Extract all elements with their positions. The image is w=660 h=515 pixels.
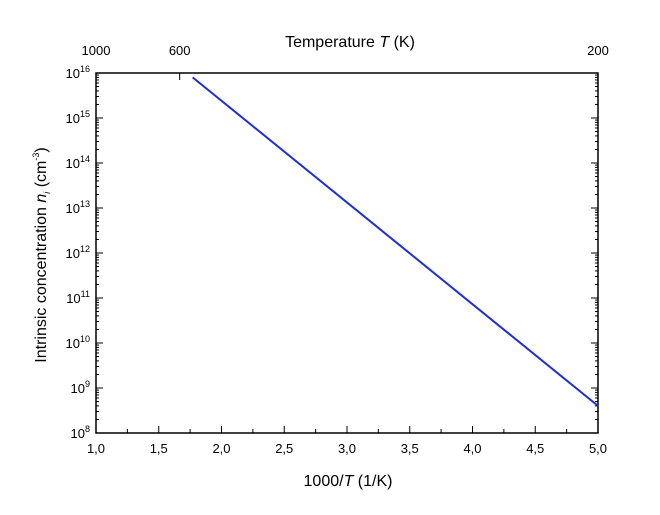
- top-axis-title: Temperature T (K): [285, 34, 415, 51]
- top-tick-label: 200: [587, 43, 609, 58]
- top-tick-label: 1000: [82, 43, 111, 58]
- x-tick-label: 2,0: [212, 441, 230, 456]
- y-tick-label: 1014: [66, 154, 90, 171]
- y-axis-title-unit: (cm: [33, 161, 50, 192]
- x-tick-label: 3,5: [401, 441, 419, 456]
- x-tick-label: 1,5: [150, 441, 168, 456]
- x-axis-title-var: T: [344, 473, 355, 490]
- top-axis-title-suffix: (K): [389, 34, 415, 51]
- y-tick-label: 1015: [66, 109, 90, 126]
- x-tick-label: 5,0: [589, 441, 607, 456]
- y-tick-label: 1012: [66, 244, 90, 261]
- series-layer: [192, 76, 599, 407]
- y-axis-title-var: n: [33, 194, 50, 203]
- plot-frame: [95, 72, 599, 434]
- x-tick-label: 3,0: [338, 441, 356, 456]
- y-tick-label: 1011: [66, 289, 90, 306]
- y-axis-title: Intrinsic concentration ni (cm-3): [31, 147, 52, 362]
- y-axis-title-sub: i: [42, 191, 52, 194]
- top-axis-title-prefix: Temperature: [285, 34, 379, 51]
- y-axis-title-exp: -3: [31, 153, 41, 161]
- y-tick-label: 1010: [66, 334, 90, 351]
- y-tick-label: 1013: [66, 199, 90, 216]
- x-tick-label: 1,0: [87, 441, 105, 456]
- x-tick-label: 4,0: [463, 441, 481, 456]
- top-axis-title-var: T: [379, 34, 390, 51]
- y-tick-label: 109: [71, 379, 90, 396]
- y-axis-title-close: ): [33, 147, 50, 152]
- ticks-layer: 1,0 1,5 2,0 2,5 3,0 3,5 4,0 4,5 5,0 1000 600 200 108…: [66, 43, 609, 456]
- x-tick-label: 4,5: [526, 441, 544, 456]
- x-tick-label: 2,5: [275, 441, 293, 456]
- x-axis-title: 1000/T (1/K): [304, 473, 393, 490]
- y-tick-label: 1016: [66, 64, 90, 81]
- y-tick-label: 108: [71, 424, 90, 441]
- x-axis-title-suffix: (1/K): [353, 473, 392, 490]
- series-line-0: [192, 76, 599, 407]
- y-axis-title-prefix: Intrinsic concentration: [33, 203, 50, 363]
- top-tick-label: 600: [169, 43, 191, 58]
- x-axis-title-prefix: 1000/: [304, 473, 345, 490]
